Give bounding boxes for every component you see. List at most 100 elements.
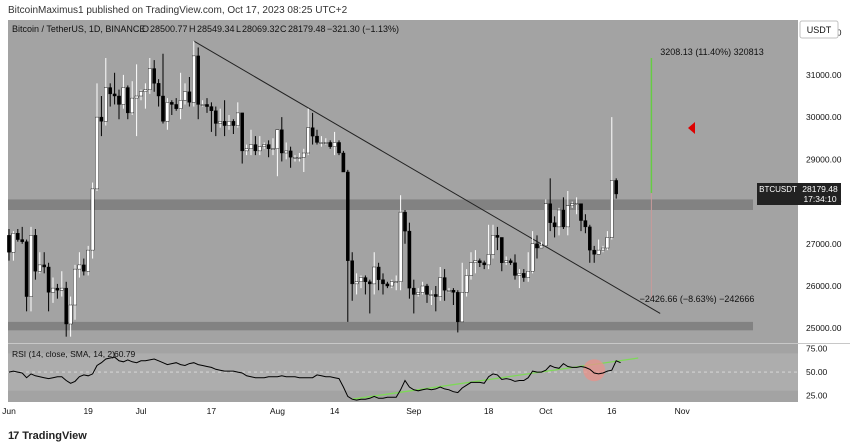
candle-body [33,235,38,272]
legend-h-label: H [189,24,196,34]
candle-body [11,233,16,253]
candle-body [425,285,429,295]
candle-body [385,283,390,287]
currency-label: USDT [807,25,832,35]
candle-body [169,102,174,105]
candle-body [504,260,509,263]
candle-body [460,292,465,323]
candle-body [73,268,77,306]
candle-body [548,203,552,223]
candle-body [38,264,42,272]
measure-up-label: 3208.13 (11.40%) 320813 [660,47,763,57]
rsi-axis-tick-label: 75.00 [806,344,828,354]
candle-body [412,287,416,295]
candle-body [363,277,368,282]
candle-body [51,287,55,293]
candle-body [271,148,275,150]
measure-down-label: −2426.66 (−8.63%) −242666 [640,294,755,304]
candle-body [213,110,218,124]
candle-body [266,144,271,149]
candle-body [442,277,447,291]
support-zone [8,321,753,331]
time-axis-tick-label: 14 [330,406,340,416]
legend-low: 28069.32 [242,24,280,34]
candle-body [174,104,179,109]
candle-body [244,148,249,152]
candle-body [508,260,513,263]
candle-body [451,290,456,293]
candle-body [324,142,328,144]
tradingview-brand: TradingView [22,430,87,442]
candle-body [570,203,574,206]
price-axis-tick-label: 25000.00 [806,323,842,333]
candle-body [7,235,11,253]
candle-body [191,55,196,103]
candle-body [64,287,68,325]
candle-body [139,91,143,97]
candle-body [354,281,359,285]
candle-body [103,87,108,122]
candle-body [165,102,170,122]
candle-body [601,247,605,251]
candle-body [196,55,201,105]
candle-body [495,235,500,238]
rsi-axis-tick-label: 50.00 [806,367,828,377]
candle-body [178,100,183,109]
candle-body [328,142,333,147]
candle-body [302,152,306,158]
candle-body [20,239,25,242]
candle-body [288,150,293,158]
candle-body [610,180,614,238]
price-axis-tick-label: 27000.00 [806,239,842,249]
time-axis-tick-label: 18 [484,406,494,416]
candle-body [473,260,478,263]
legend-open: 28500.77 [150,24,188,34]
candle-body [218,121,223,124]
candle-body [315,135,319,143]
candle-body [222,121,227,126]
candle-body [253,144,258,152]
time-axis-tick-label: 19 [83,406,93,416]
support-zone [8,199,753,210]
candle-body [55,287,60,291]
currency-button[interactable]: USDT [799,20,839,39]
candle-body [530,243,535,272]
candle-body [249,144,253,149]
candle-body [152,68,157,84]
candle-body [469,262,473,276]
candle-body [90,188,95,251]
candle-body [112,93,117,97]
candle-body [29,235,33,297]
candle-body [293,157,297,159]
candle-body [574,203,579,205]
publish-header: BitcoinMaximus1 published on TradingView… [8,5,348,16]
price-axis-tick-label: 30000.00 [806,112,842,122]
legend-l-label: L [236,24,241,34]
price-panel-background [8,20,798,343]
time-axis-tick-label: Aug [270,406,285,416]
last-price-tag: BTCUSDT 28179.48 17:34:10 [757,183,841,205]
candle-body [592,249,596,255]
symbol-description: Bitcoin / TetherUS, 1D, BINANCE [12,24,145,34]
candle-body [227,121,231,126]
rsi-value: 60.79 [114,349,136,359]
candle-body [275,129,280,149]
candle-body [125,87,130,114]
candle-body [200,104,205,106]
candle-body [464,275,469,293]
candle-body [332,142,337,147]
candle-body [156,83,161,97]
candle-body [134,95,139,99]
ohlc-legend: Bitcoin / TetherUS, 1D, BINANCE O 28500.… [12,24,399,34]
candle-body [121,87,126,105]
candle-body [284,150,289,154]
candle-body [561,209,566,228]
candle-body [258,146,262,152]
red-arrow-marker [688,122,695,134]
tradingview-logo-icon: 17 [8,430,19,442]
price-tag-symbol: BTCUSDT [759,185,797,194]
candle-body [434,294,438,297]
candle-body [381,279,385,285]
